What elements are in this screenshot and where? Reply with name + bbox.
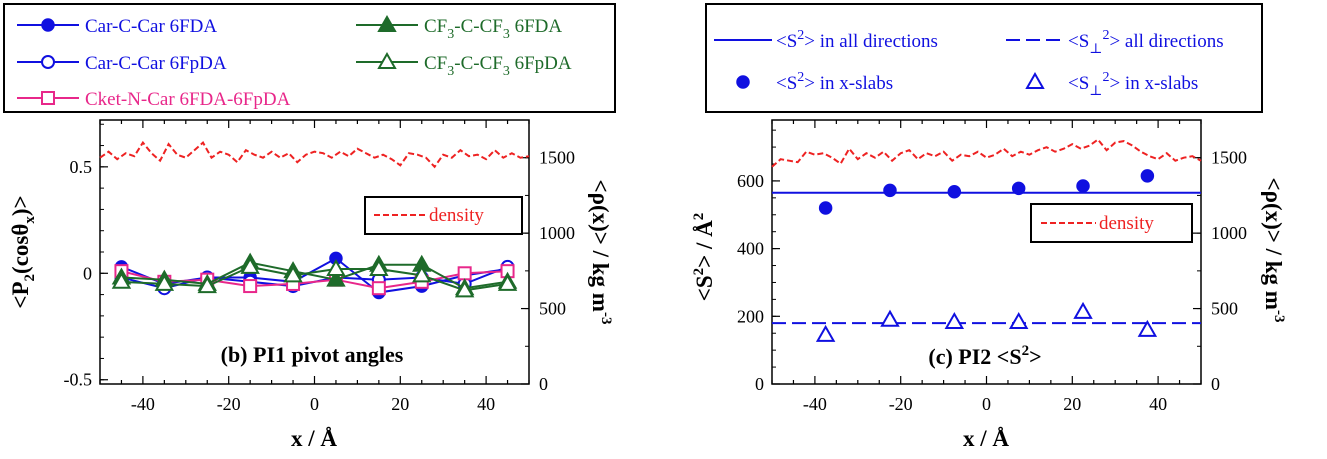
y2-tick-label: 0 (1211, 374, 1220, 394)
panel-c-series (772, 169, 1201, 342)
legend-label: <S⊥2> all directions (1068, 28, 1224, 57)
y-tick-label: -0.5 (64, 370, 93, 390)
panel-b-density-legend-box (364, 196, 523, 235)
x-tick-label: 0 (310, 394, 319, 414)
data-point-4 (454, 280, 475, 298)
panel-c-title: (c) PI2 <S2> (928, 343, 1041, 369)
legend-label: <S⊥2> in x-slabs (1068, 70, 1198, 99)
legend-swatch-marker (41, 91, 55, 105)
y2-tick-label: 1000 (539, 223, 575, 243)
x-tick-label: 20 (391, 394, 409, 414)
x-tick-label: 20 (1063, 394, 1081, 414)
y2-tick-label: 500 (1211, 299, 1238, 319)
legend-swatch-marker (1025, 71, 1045, 89)
panel-b-ticks: -40 -20 0 20 40 0.5 0 -0.5 1500 1000 500 0 (64, 120, 575, 414)
y2-tick-label: 500 (539, 299, 566, 319)
data-point-3 (1073, 301, 1093, 319)
data-point-2 (371, 281, 386, 296)
panel-c-density-legend-box (1030, 203, 1193, 243)
y-tick-label: 600 (737, 171, 764, 191)
density-line (99, 140, 530, 169)
panel-b-x-axis-label: x / Å (291, 426, 337, 451)
panel-b-density-legend: density (364, 196, 523, 235)
series-line-3 (121, 261, 508, 290)
series-line-4 (121, 265, 508, 292)
legend-swatch-marker (41, 18, 55, 32)
legend-label: <S2> in all directions (776, 28, 938, 52)
x-tick-label: 40 (477, 394, 495, 414)
y-tick-label: 400 (737, 239, 764, 259)
y-tick-label: 0 (755, 374, 764, 394)
data-point-2 (1076, 179, 1090, 193)
y2-tick-label: 1000 (1211, 223, 1247, 243)
legend-swatch-marker (41, 55, 55, 69)
x-tick-label: 0 (982, 394, 991, 414)
legend-label: Car-C-Car 6FpDA (85, 53, 227, 74)
data-point-4 (283, 265, 303, 283)
panel-c-y-axis-label: <S2> / Å2 (691, 213, 717, 302)
data-point-3 (326, 269, 346, 287)
panel-b-pivot-angles: -40 -20 0 20 40 0.5 0 -0.5 1500 1000 500 0 <P2(cosθ… (3, 3, 616, 451)
data-point-2 (1011, 181, 1026, 196)
y2-tick-label: 0 (539, 374, 548, 394)
data-point-3 (880, 309, 900, 327)
data-point-2 (818, 201, 833, 215)
data-point-4 (240, 256, 260, 274)
legend-label: Cket-N-Car 6FDA-6FpDA (85, 89, 291, 110)
panel-b-series (111, 251, 518, 300)
legend-swatch-marker (736, 75, 750, 89)
x-tick-label: -20 (217, 394, 241, 414)
data-point-4 (369, 259, 389, 277)
data-point-4 (497, 273, 518, 291)
panel-b-legend: Car-C-Car 6FDA Car-C-Car 6FpDA Cket-N-Car … (3, 3, 616, 113)
legend-swatch-marker (377, 14, 397, 32)
data-point-2 (457, 266, 472, 281)
data-point-3 (1137, 319, 1158, 337)
data-point-3 (944, 312, 965, 330)
data-point-4 (197, 276, 217, 294)
x-tick-label: 40 (1149, 394, 1167, 414)
panel-c-x-axis-label: x / Å (963, 426, 1009, 451)
panel-c-legend: <S2> in all directions <S⊥2> all directio… (705, 3, 1263, 113)
data-point-3 (815, 324, 836, 342)
data-point-3 (1008, 312, 1029, 330)
panel-b-title: (b) PI1 pivot angles (221, 342, 404, 367)
density-legend-label-c: density (1099, 213, 1154, 234)
panel-b-y-axis-label: <P2(cosθx)> (8, 195, 38, 308)
legend-label: CF3-C-CF3 6FDA (424, 16, 562, 42)
y-tick-label: 0.5 (70, 157, 93, 177)
panel-b-legend-box (3, 3, 616, 113)
panel-c-legend-box (705, 3, 1263, 113)
legend-label: <S2> in x-slabs (776, 70, 893, 94)
y-tick-label: 0 (83, 263, 92, 283)
panel-c-density-axis-label: <ρ(x)> / kg m-3 (1261, 178, 1287, 323)
data-point-4 (326, 259, 346, 277)
data-point-2 (883, 183, 897, 198)
y-tick-label: 200 (737, 306, 764, 326)
legend-swatch-marker (377, 51, 397, 69)
legend-label: CF3-C-CF3 6FpDA (424, 53, 572, 79)
x-tick-label: -40 (131, 394, 155, 414)
panel-b-density-axis-label: <ρ(x)> / kg m-3 (588, 180, 614, 325)
data-point-2 (947, 185, 962, 199)
y2-tick-label: 1500 (539, 148, 575, 168)
data-point-2 (1140, 169, 1155, 183)
data-point-2 (243, 279, 258, 294)
data-point-4 (412, 265, 432, 283)
legend-label: Car-C-Car 6FDA (85, 16, 217, 37)
data-point-4 (111, 271, 132, 289)
panel-b-density-curve (99, 140, 530, 169)
panel-c-density-curve (771, 138, 1202, 168)
data-point-4 (154, 273, 175, 291)
density-line (771, 138, 1202, 168)
x-tick-label: -40 (803, 394, 827, 414)
density-legend-label: density (429, 205, 484, 226)
y2-tick-label: 1500 (1211, 148, 1247, 168)
panel-c-density-legend: density (1030, 203, 1193, 243)
x-tick-label: -20 (889, 394, 913, 414)
